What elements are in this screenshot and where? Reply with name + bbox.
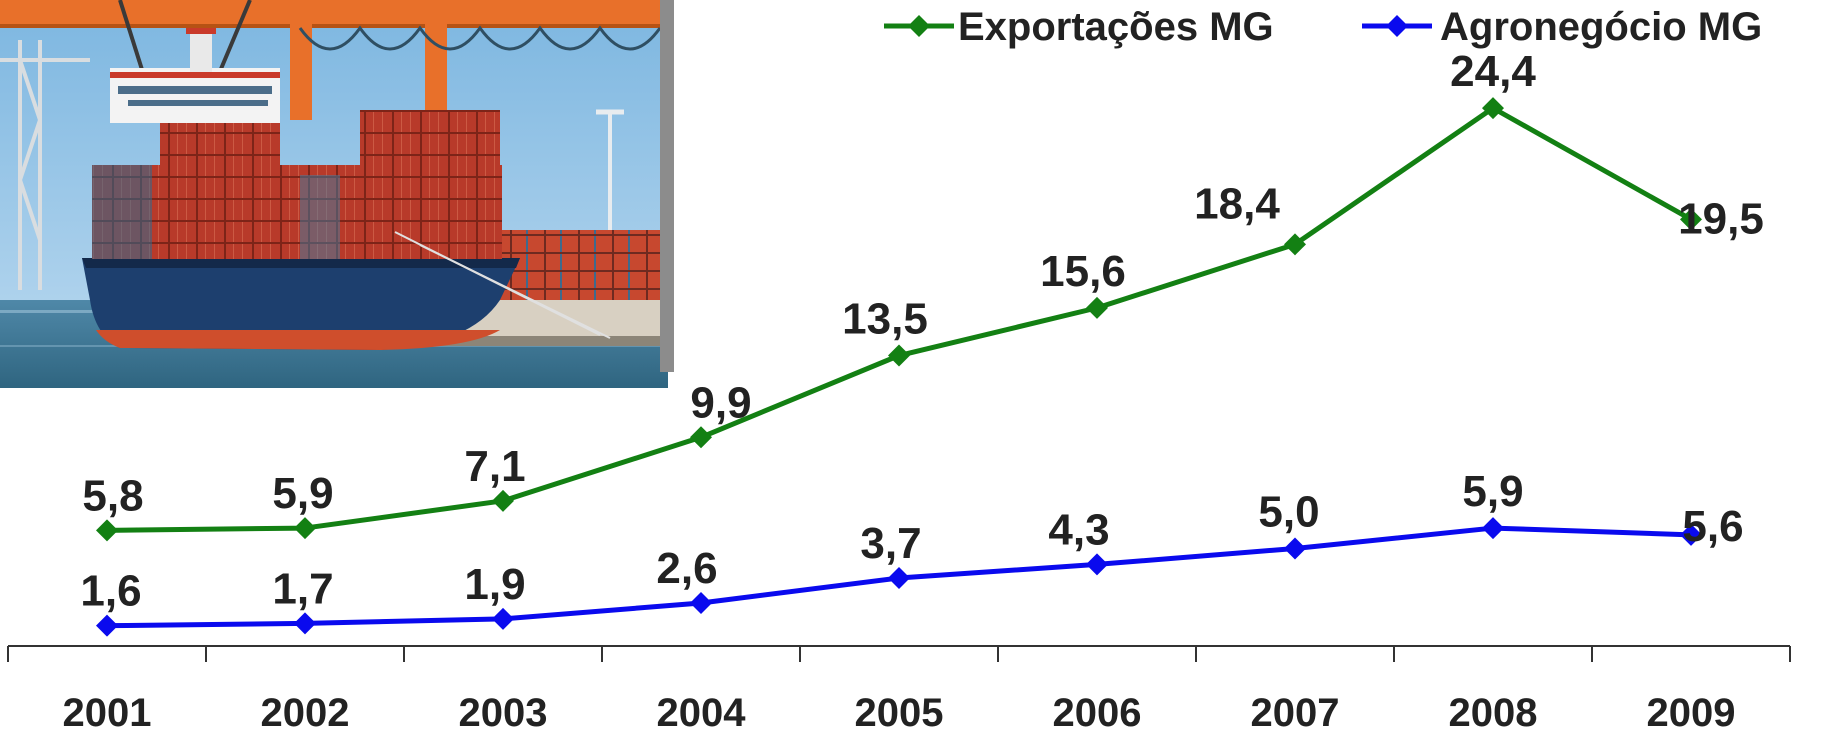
- data-label-2005: 13,5: [842, 295, 928, 344]
- data-label-2003: 7,1: [464, 442, 525, 491]
- x-tick-label-2003: 2003: [459, 691, 548, 730]
- data-point-2006: [1086, 296, 1108, 319]
- data-label-2005: 3,7: [860, 519, 921, 568]
- series-exportacoes-mg: [96, 97, 1702, 542]
- data-point-2008: [1482, 97, 1504, 120]
- data-point-2003: [492, 489, 514, 512]
- data-label-2008: 5,9: [1462, 467, 1523, 516]
- x-tick-label-2005: 2005: [855, 691, 944, 730]
- data-point-2009: [1680, 523, 1702, 546]
- data-label-2006: 15,6: [1040, 247, 1126, 296]
- data-point-2005: [888, 567, 910, 590]
- x-tick-label-2008: 2008: [1449, 691, 1538, 730]
- data-label-2004: 9,9: [690, 378, 751, 427]
- data-point-2001: [96, 614, 118, 637]
- x-tick-label-2004: 2004: [657, 691, 747, 730]
- legend-label: Agronegócio MG: [1440, 5, 1762, 49]
- data-point-2003: [492, 607, 514, 630]
- data-label-2004: 2,6: [656, 544, 717, 593]
- data-label-2007: 18,4: [1194, 179, 1280, 228]
- data-label-2003: 1,9: [464, 560, 525, 609]
- x-tick-label-2002: 2002: [261, 691, 350, 730]
- data-label-2007: 5,0: [1258, 488, 1319, 537]
- data-point-2008: [1482, 517, 1504, 540]
- legend-item-agronegocio-mg: Agronegócio MG: [1362, 5, 1762, 49]
- data-point-2002: [294, 517, 316, 540]
- series-agronegocio-mg: [96, 517, 1702, 637]
- data-point-2009: [1680, 208, 1702, 231]
- data-label-2002: 1,7: [272, 564, 333, 613]
- legend-item-exportacoes-mg: Exportações MG: [884, 5, 1274, 49]
- data-point-2001: [96, 519, 118, 542]
- data-point-2004: [690, 426, 712, 449]
- data-point-2006: [1086, 553, 1108, 576]
- data-point-2007: [1284, 233, 1306, 256]
- legend-marker: [908, 15, 930, 37]
- data-label-2006: 4,3: [1048, 505, 1109, 554]
- ship-photo: [0, 0, 668, 388]
- data-label-2008: 24,4: [1450, 47, 1536, 96]
- data-point-2002: [294, 612, 316, 635]
- data-point-2005: [888, 344, 910, 367]
- data-point-2004: [690, 591, 712, 614]
- data-point-2007: [1284, 537, 1306, 560]
- data-label-2001: 1,6: [80, 567, 141, 616]
- data-label-2009: 5,6: [1682, 502, 1743, 551]
- x-tick-label-2007: 2007: [1251, 691, 1340, 730]
- x-tick-label-2006: 2006: [1053, 691, 1142, 730]
- x-tick-label-2001: 2001: [63, 691, 152, 730]
- x-tick-label-2009: 2009: [1647, 691, 1736, 730]
- data-label-2009: 19,5: [1678, 194, 1764, 243]
- data-label-2002: 5,9: [272, 469, 333, 518]
- legend-marker: [1386, 15, 1408, 37]
- legend-label: Exportações MG: [958, 5, 1274, 49]
- data-label-2001: 5,8: [82, 471, 143, 520]
